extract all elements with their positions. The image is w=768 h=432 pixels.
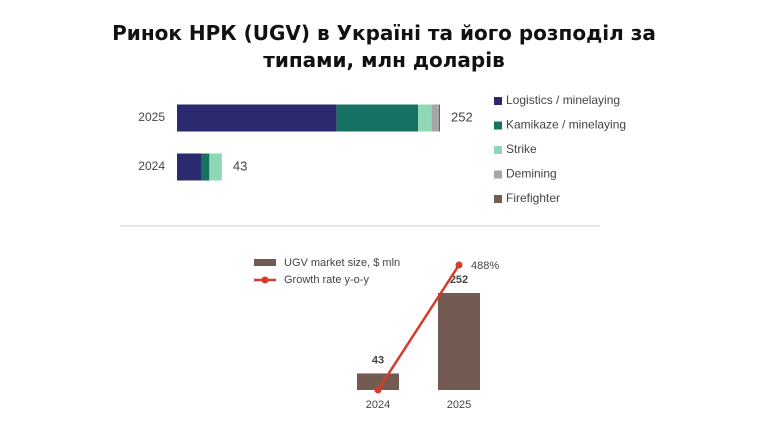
value-label: 43: [372, 354, 384, 366]
chart-title: Ринок НРК (UGV) в Україні та його розпод…: [112, 21, 656, 72]
legend-label: Kamikaze / minelaying: [506, 118, 626, 132]
total-label: 252: [451, 109, 473, 124]
legend-swatch: [494, 121, 502, 130]
x-tick-label: 2024: [366, 399, 390, 411]
legend-swatch: [494, 195, 502, 203]
legend-swatch: [494, 146, 502, 154]
y-tick-label: 2024: [138, 159, 165, 173]
total-label: 43: [233, 158, 247, 173]
value-label: 252: [450, 274, 468, 286]
bar: [357, 373, 399, 390]
line: [376, 264, 461, 391]
bar-segment: [177, 104, 337, 132]
bar-segment: [418, 104, 432, 132]
y-tick-label: 2025: [138, 110, 165, 124]
line-point: [374, 386, 382, 394]
line-point: [455, 261, 463, 269]
legend-label: Strike: [506, 142, 537, 156]
bar-segment: [431, 104, 439, 132]
bar-segment: [177, 153, 202, 181]
bar-segment: [209, 153, 222, 181]
bar-segment: [201, 153, 210, 181]
legend-label: Logistics / minelaying: [506, 93, 620, 107]
legend-marker: [261, 276, 269, 284]
legend-swatch: [494, 97, 502, 105]
legend-swatch: [494, 170, 502, 179]
value-label: 488%: [471, 260, 499, 272]
legend-label: Firefighter: [506, 191, 560, 205]
legend-swatch: [254, 259, 276, 266]
legend-label: Growth rate y-o-y: [284, 274, 369, 286]
bar-segment: [438, 104, 440, 132]
bar-segment: [336, 104, 419, 132]
x-tick-label: 2025: [447, 399, 471, 411]
bar: [438, 293, 480, 390]
legend-label: UGV market size, $ mln: [284, 257, 400, 269]
legend-label: Demining: [506, 167, 557, 181]
